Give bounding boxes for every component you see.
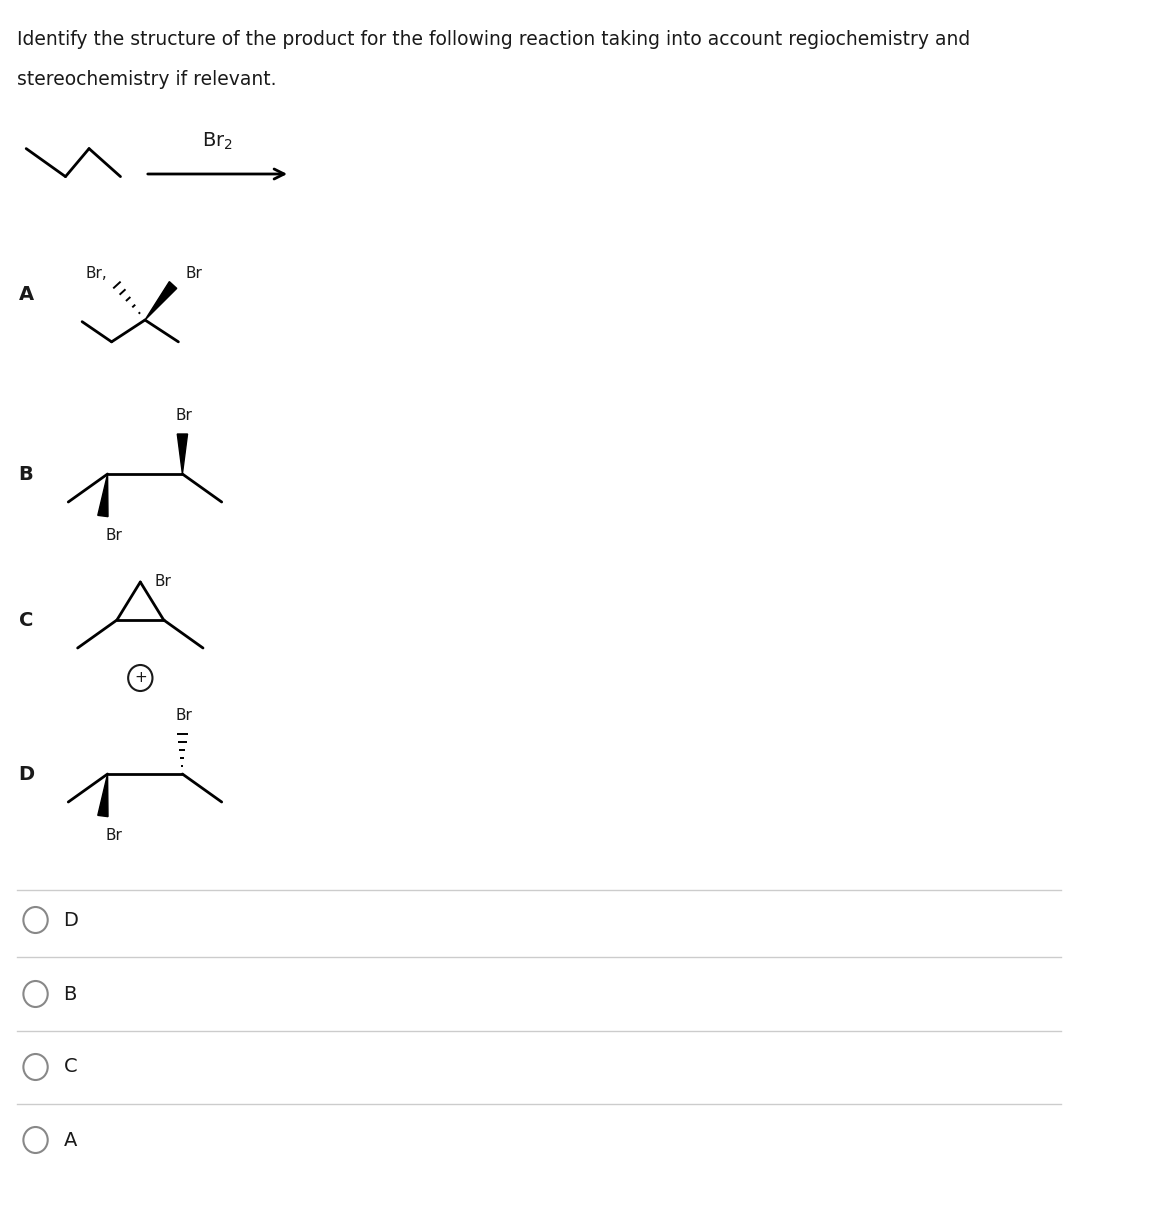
Text: Br: Br: [176, 709, 192, 724]
Text: stereochemistry if relevant.: stereochemistry if relevant.: [17, 70, 276, 88]
Text: Br,: Br,: [85, 265, 107, 280]
Polygon shape: [177, 434, 188, 474]
Text: Identify the structure of the product for the following reaction taking into acc: Identify the structure of the product fo…: [17, 30, 970, 48]
Text: C: C: [18, 611, 33, 629]
Text: Br: Br: [176, 408, 192, 423]
Text: D: D: [18, 765, 35, 783]
Text: D: D: [63, 910, 78, 930]
Text: +: +: [134, 670, 146, 686]
Polygon shape: [145, 281, 176, 320]
Polygon shape: [98, 474, 108, 516]
Text: A: A: [18, 285, 33, 303]
Text: B: B: [63, 984, 77, 1004]
Text: C: C: [63, 1058, 77, 1076]
Text: B: B: [18, 464, 33, 484]
Polygon shape: [98, 774, 108, 817]
Text: Br: Br: [185, 265, 202, 280]
Text: Br: Br: [106, 528, 122, 543]
Text: Br: Br: [106, 829, 122, 844]
Text: A: A: [63, 1131, 77, 1149]
Text: Br: Br: [154, 574, 172, 589]
Text: Br$_2$: Br$_2$: [202, 131, 233, 152]
